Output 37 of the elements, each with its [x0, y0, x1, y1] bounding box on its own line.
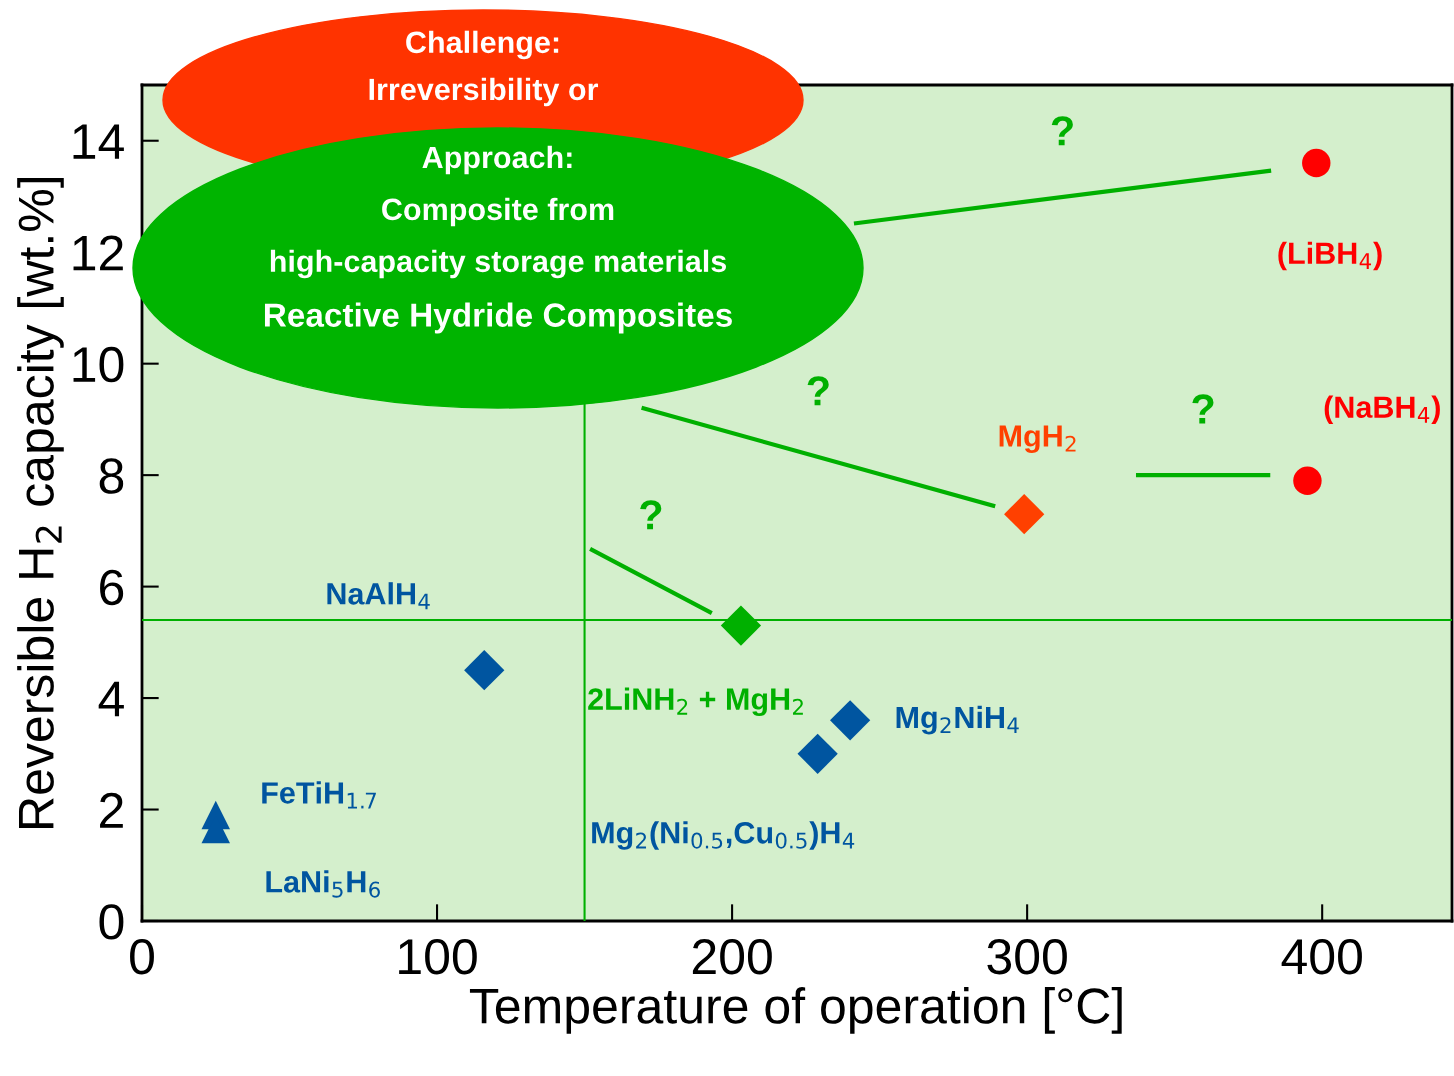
point — [464, 650, 505, 691]
x-tick-label: 400 — [1281, 938, 1362, 975]
x-tick-label: 0 — [130, 938, 154, 975]
series-label: FeTiH$_{1.7}$ — [262, 781, 376, 809]
series-label: (NaBH$_{4}$) — [1324, 395, 1440, 424]
y-tick-label: 10 — [73, 346, 124, 383]
y-tick-label: 12 — [73, 235, 123, 271]
y-tick-label: 6 — [100, 569, 124, 606]
annotation: ? — [640, 500, 662, 530]
point — [1004, 494, 1045, 535]
point — [1293, 466, 1322, 495]
series-label: LaNi$_{5}$H$_{6}$ — [266, 870, 380, 898]
annotation: ? — [1051, 116, 1073, 146]
series-label: Mg$_{2}$NiH$_{4}$ — [896, 705, 1019, 735]
y-tick-label: 4 — [98, 681, 124, 717]
y-tick-label: 8 — [99, 458, 124, 494]
x-tick-label: 100 — [399, 938, 477, 975]
y-axis-title: Reversible H$_{2}$ capacity [wt.%] — [17, 177, 64, 828]
point — [720, 605, 762, 646]
text: NaAlH$_{4}$ — [327, 582, 430, 610]
y-tick-label: 0 — [99, 904, 124, 940]
series-label: Mg$_{2}$(Ni$_{0.5}$,Cu$_{0.5}$)H$_{4}$ — [592, 821, 855, 850]
point — [1302, 148, 1331, 178]
x-tick-label: 200 — [692, 938, 772, 975]
point — [797, 733, 838, 774]
annotation: Challenge: Irreversibility or — [369, 30, 599, 107]
text: 2LiNH$_{2}$ + MgH$_{2}$ — [588, 687, 803, 717]
point — [829, 700, 871, 741]
annotation: ? — [1192, 394, 1214, 424]
series-label: MgH$_{2}$ — [999, 425, 1076, 454]
x-tick-label: 300 — [987, 938, 1067, 975]
x-axis-title: Temperature of operation [°C] — [469, 987, 1122, 1034]
y-tick-label: 2 — [100, 792, 123, 828]
annotation: ? — [807, 376, 829, 406]
annotation: Approach: Composite from high-capacity storage materials Reactive Hydride Composites — [264, 145, 732, 334]
y-tick-label: 14 — [73, 124, 124, 159]
text: (LiBH$_{4}$) — [1278, 241, 1382, 271]
